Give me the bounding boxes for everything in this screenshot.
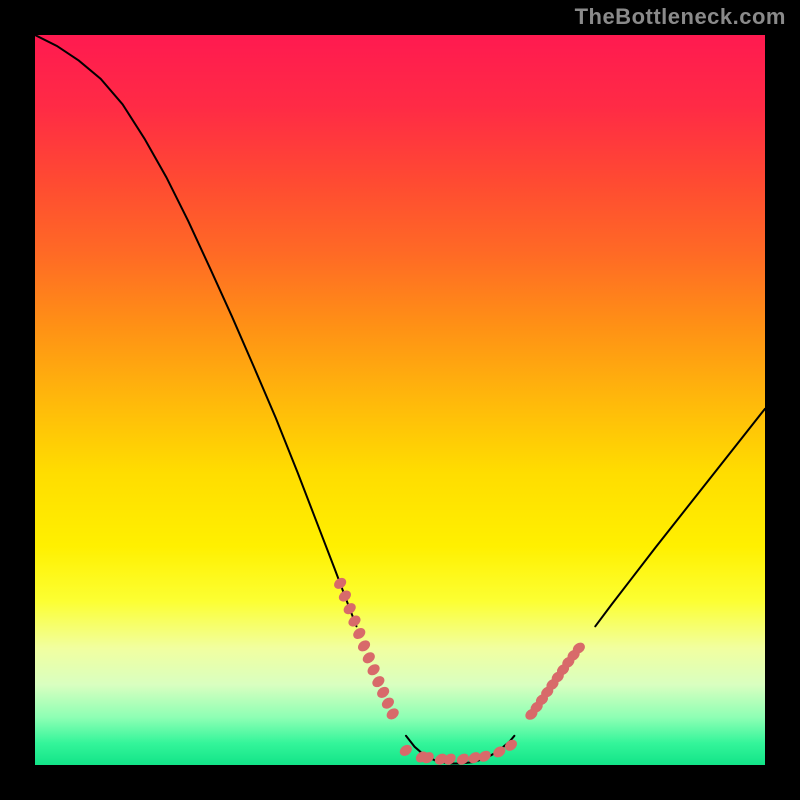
- watermark-text: TheBottleneck.com: [575, 4, 786, 30]
- chart-container: TheBottleneck.com: [0, 0, 800, 800]
- gradient-background: [35, 35, 765, 765]
- plot-svg: [35, 35, 765, 765]
- plot-area: [35, 35, 765, 765]
